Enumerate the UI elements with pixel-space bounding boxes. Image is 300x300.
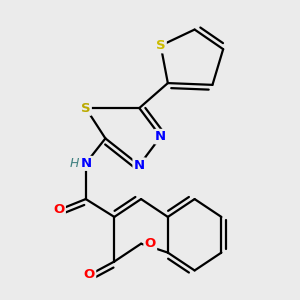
Text: N: N — [81, 157, 92, 170]
Text: S: S — [156, 39, 166, 52]
Text: N: N — [134, 159, 145, 172]
Text: O: O — [145, 237, 156, 250]
Text: N: N — [155, 130, 166, 143]
Text: O: O — [84, 268, 95, 281]
Text: H: H — [70, 157, 79, 170]
Text: O: O — [53, 203, 64, 216]
Text: S: S — [81, 102, 91, 115]
